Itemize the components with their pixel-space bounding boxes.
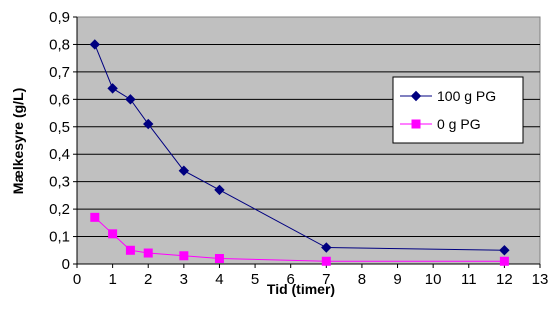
data-point [179,251,189,261]
x-tick-labels: 0 1 2 3 4 5 6 7 8 9 10 11 12 13 [73,271,549,288]
data-point [90,212,100,222]
legend-marker [410,90,422,102]
data-point [321,256,331,266]
y-tick-label: 0,1 [49,229,70,246]
y-tick-label: 0,6 [49,91,70,108]
series-2 [90,212,509,266]
legend-label: 0 g PG [437,116,481,132]
data-point [214,254,224,264]
data-point [107,83,118,94]
x-tick-label: 3 [180,271,188,288]
data-point [214,184,225,196]
data-point [125,245,135,255]
y-tick-labels: 0 0,1 0,2 0,3 0,4 0,5 0,6 0,7 0,8 0,9 [49,9,70,273]
data-point [321,242,332,253]
y-tick-label: 0,7 [49,64,70,81]
x-tick-label: 13 [532,271,549,288]
legend-box [392,76,524,144]
data-point [143,248,153,258]
data-point [499,256,509,266]
x-tick-label: 5 [251,271,259,288]
series-1 [89,39,510,256]
y-tick-label: 0 [62,256,70,273]
legend: 100 g PG 0 g PG [392,76,524,144]
y-tick-label: 0,2 [49,201,70,218]
x-tick-label: 9 [393,271,401,288]
legend-marker [411,119,421,129]
y-tick-label: 0,9 [49,9,70,26]
y-tick-label: 0,8 [49,36,70,53]
x-tick-label: 8 [358,271,366,288]
y-tick-label: 0,5 [49,119,70,136]
data-point [89,39,101,50]
y-axis-title: Mælkesyre (g/L) [10,88,26,195]
data-point [499,245,510,256]
legend-entry: 100 g PG [400,88,496,104]
y-tick-label: 0,4 [49,146,70,163]
x-tick-label: 4 [215,271,223,288]
x-tick-label: 10 [425,271,442,288]
data-point [143,118,154,130]
x-axis-title: Tid (timer) [267,281,335,297]
data-point [108,229,118,239]
x-tick-label: 2 [144,271,152,288]
x-tick-label: 1 [108,271,116,288]
data-point [125,94,136,105]
axes [73,16,541,268]
x-tick-label: 0 [73,271,81,288]
data-point [178,165,190,176]
legend-label: 100 g PG [437,88,496,104]
x-tick-label: 12 [496,271,513,288]
x-tick-label: 11 [461,271,477,288]
x-tick-label: 7 [322,271,330,288]
series-layer [89,39,510,266]
legend-entry: 0 g PG [400,116,481,132]
y-tick-label: 0,3 [49,174,70,191]
x-tick-label: 6 [287,271,295,288]
